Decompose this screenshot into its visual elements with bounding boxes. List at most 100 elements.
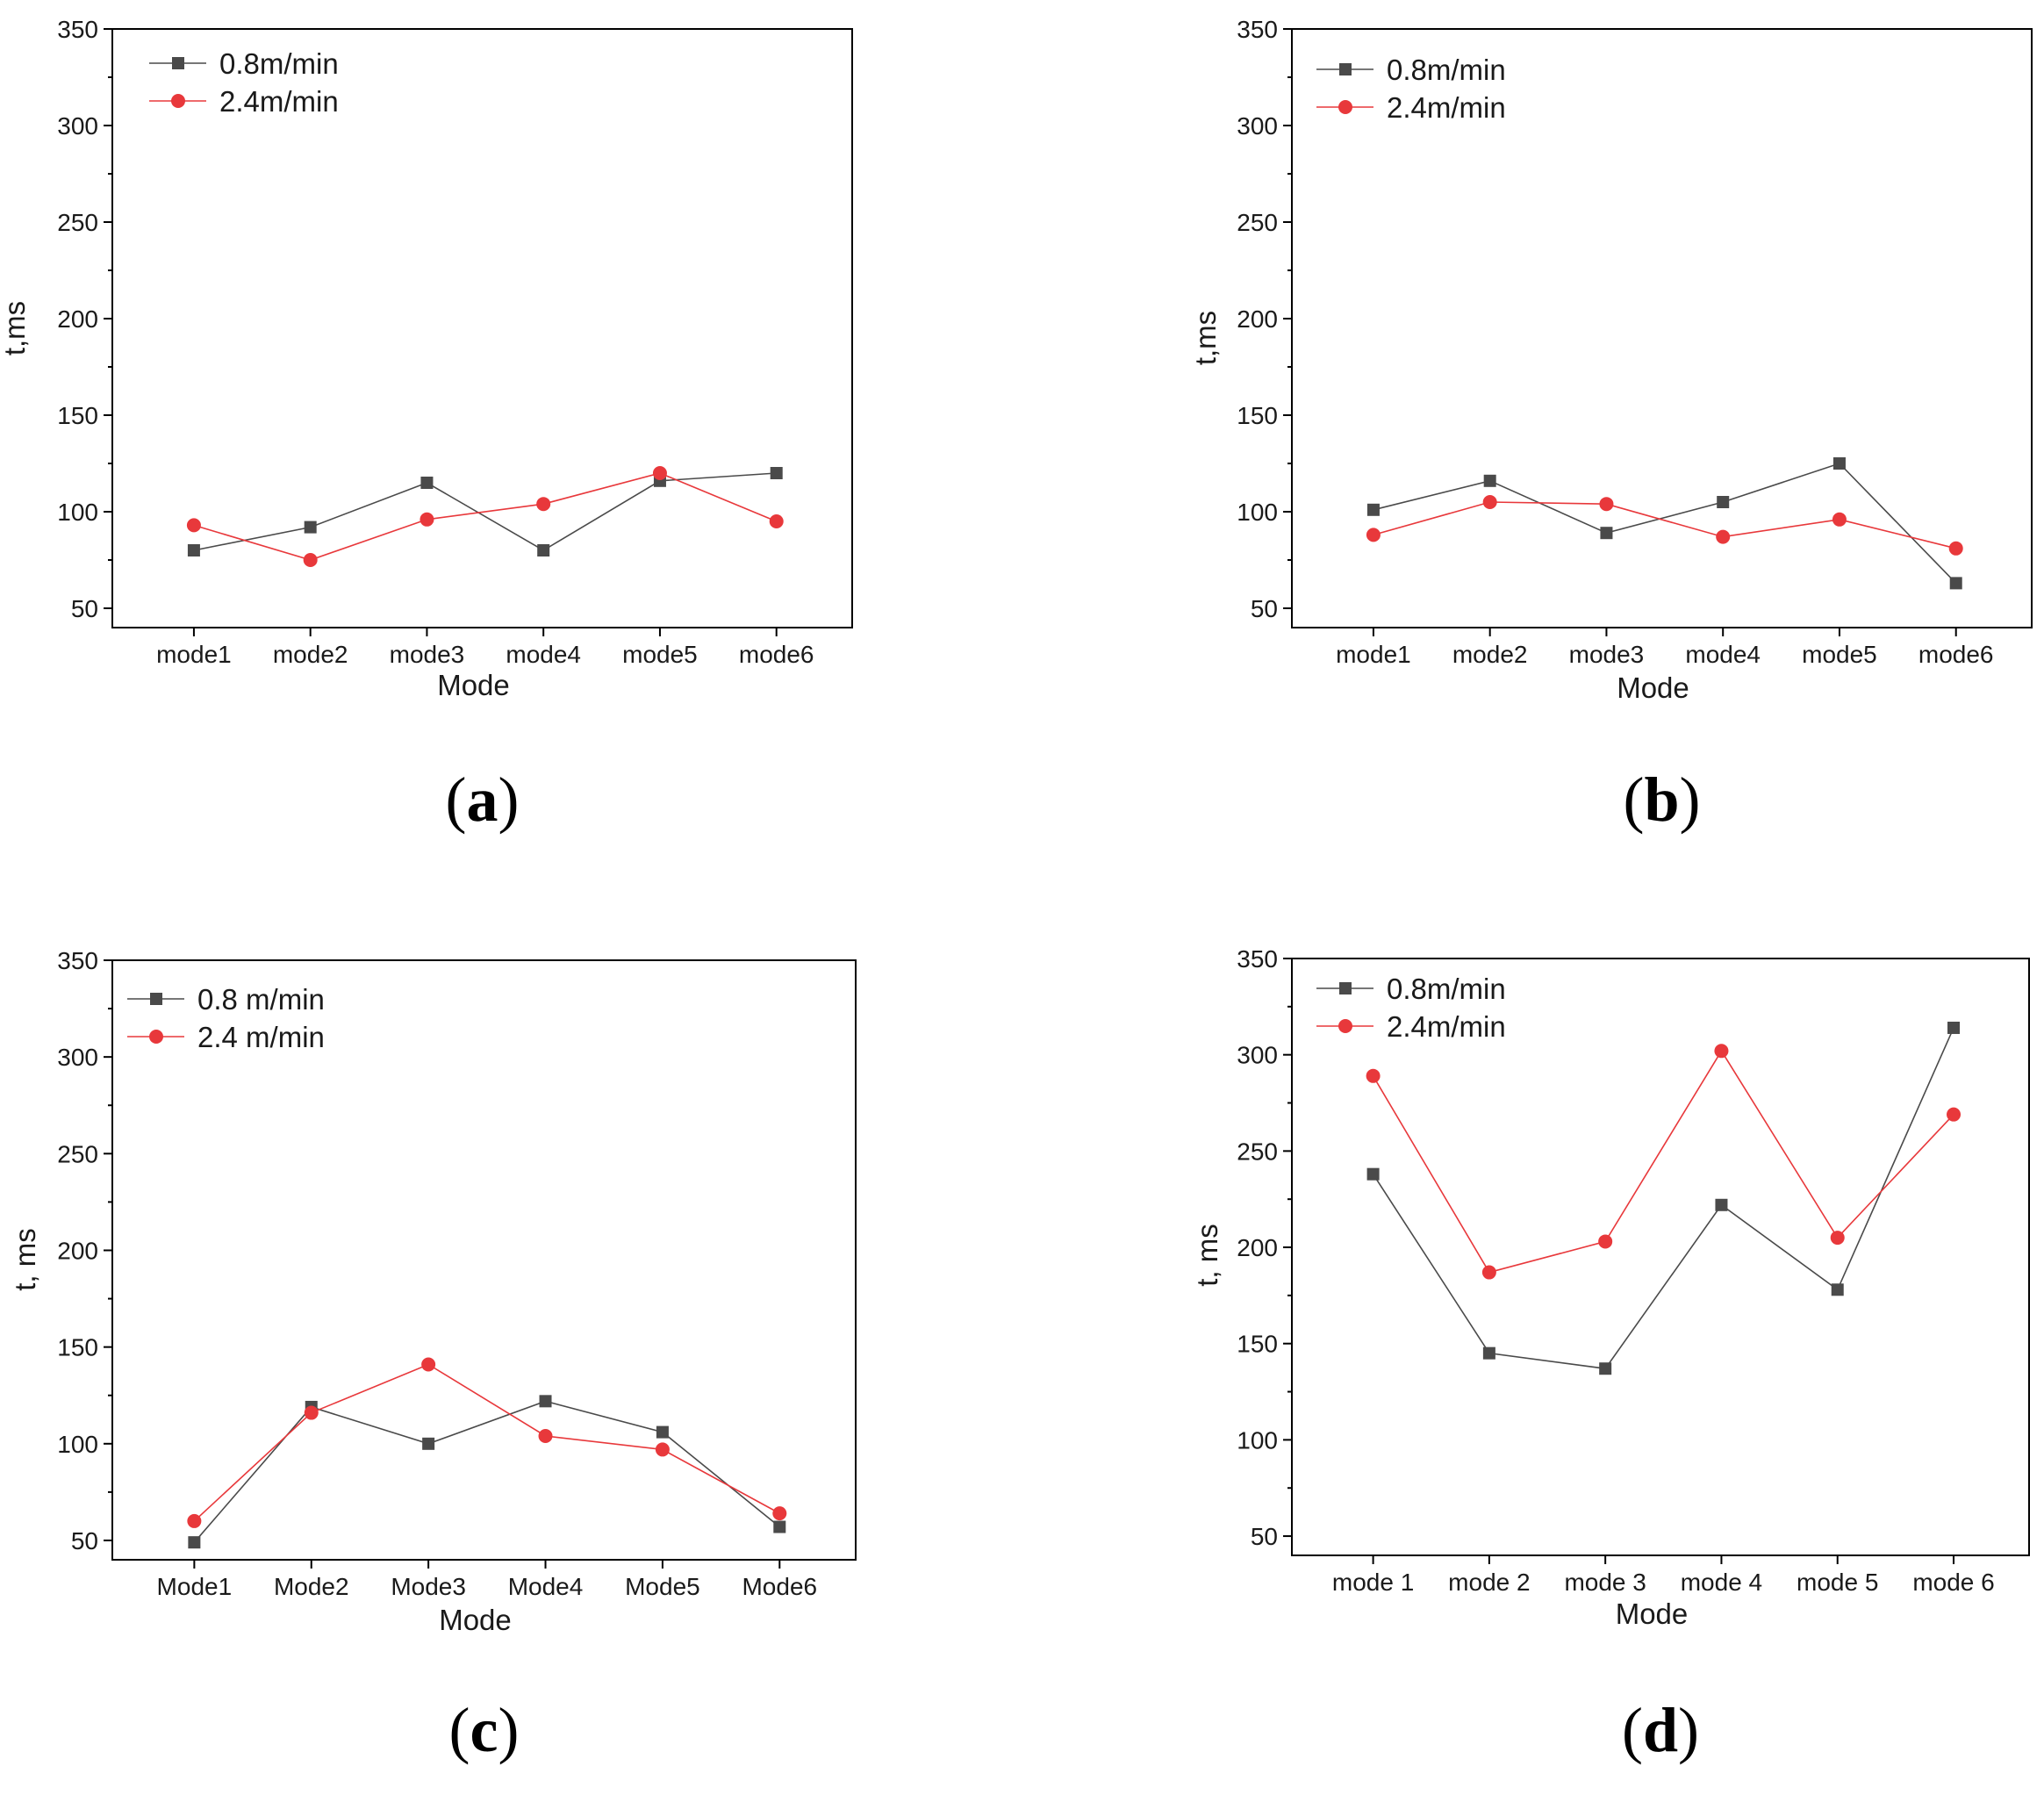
y-tick-label: 350 <box>1237 16 1278 43</box>
y-tick-label: 350 <box>57 947 98 974</box>
data-point-circle <box>1830 1231 1845 1246</box>
legend-label: 2.4m/min <box>219 85 339 118</box>
y-tick-label: 150 <box>57 1334 98 1361</box>
x-tick-label: mode 2 <box>1448 1569 1530 1596</box>
x-tick-label: mode 6 <box>1912 1569 1994 1596</box>
x-tick-label: Mode6 <box>742 1573 817 1600</box>
legend-label: 2.4m/min <box>1387 91 1506 124</box>
data-point-square <box>1483 474 1496 487</box>
x-tick-label: mode6 <box>739 641 814 668</box>
data-point-square <box>422 1437 435 1450</box>
panel-caption: (c) <box>449 1695 520 1765</box>
y-tick-label: 50 <box>1251 1523 1278 1550</box>
x-tick-label: Mode2 <box>274 1573 349 1600</box>
series-line-1 <box>193 472 777 551</box>
series-line-1 <box>1373 463 1957 584</box>
y-tick-label: 100 <box>57 1431 98 1458</box>
plot-frame <box>111 959 857 1561</box>
y-axis-title: t,ms <box>0 301 31 355</box>
y-tick-label: 200 <box>1237 1234 1278 1261</box>
y-tick-label: 100 <box>1237 1426 1278 1454</box>
x-tick-label: mode 5 <box>1797 1569 1878 1596</box>
data-point-circle <box>1714 1044 1729 1059</box>
data-point-circle <box>1947 1107 1962 1122</box>
legend-marker-circle <box>1338 1019 1352 1033</box>
series-line-1 <box>1372 1027 1954 1370</box>
y-tick-label: 300 <box>1237 112 1278 140</box>
data-point-circle <box>1599 497 1614 512</box>
data-point-circle <box>769 514 784 528</box>
x-tick-label: mode 1 <box>1332 1569 1414 1596</box>
y-tick-label: 200 <box>1237 305 1278 333</box>
data-point-square <box>1831 1283 1844 1296</box>
legend-marker-square <box>150 993 162 1005</box>
plot-frame <box>1291 28 2033 628</box>
data-point-square <box>1366 503 1380 516</box>
x-tick-label: mode 3 <box>1564 1569 1646 1596</box>
y-tick-label: 300 <box>57 112 98 140</box>
data-point-square <box>1366 1167 1380 1181</box>
legend-label: 0.8 m/min <box>197 983 325 1016</box>
legend-marker-circle <box>1338 100 1352 114</box>
y-tick-label: 350 <box>57 16 98 43</box>
legend-label: 2.4 m/min <box>197 1021 325 1053</box>
y-axis-title: t,ms <box>1189 311 1222 365</box>
series-line-1 <box>193 1400 780 1543</box>
series-line-2 <box>193 472 778 561</box>
x-tick-label: mode4 <box>1685 641 1761 668</box>
data-point-circle <box>772 1506 787 1521</box>
x-axis-title: Mode <box>439 1604 512 1636</box>
legend-label: 2.4m/min <box>1387 1010 1506 1043</box>
x-tick-label: mode3 <box>390 641 465 668</box>
data-point-circle <box>1482 495 1497 509</box>
y-tick-label: 250 <box>57 1140 98 1167</box>
legend-marker-square <box>1339 63 1352 75</box>
y-tick-label: 100 <box>1237 499 1278 526</box>
x-tick-label: mode6 <box>1918 641 1994 668</box>
chart-panel-b: 50 100 150 200 250 300 350 mode1 mode2 mode3 mode4… <box>1189 16 2033 835</box>
legend-label: 0.8m/min <box>1387 54 1506 86</box>
data-point-square <box>1599 1362 1612 1375</box>
y-tick-label: 300 <box>57 1044 98 1071</box>
data-point-circle <box>1948 541 1963 556</box>
data-point-circle <box>1366 528 1381 542</box>
x-tick-label: mode5 <box>622 641 698 668</box>
data-point-circle <box>1832 512 1847 527</box>
series-line-2 <box>1372 1049 1954 1274</box>
x-axis-title: Mode <box>437 669 510 701</box>
x-tick-label: Mode5 <box>625 1573 700 1600</box>
x-tick-label: Mode3 <box>391 1573 466 1600</box>
y-axis-title: t, ms <box>9 1228 41 1291</box>
x-axis-title: Mode <box>1617 671 1689 704</box>
data-point-square <box>1600 527 1613 540</box>
data-point-circle <box>536 497 551 512</box>
y-tick-label: 300 <box>1237 1042 1278 1069</box>
data-point-square <box>420 477 434 489</box>
x-tick-label: mode1 <box>156 641 232 668</box>
data-point-square <box>187 544 200 556</box>
y-tick-label: 200 <box>57 1237 98 1264</box>
y-tick-label: 250 <box>57 209 98 236</box>
data-point-square <box>1715 1198 1728 1211</box>
data-point-circle <box>1366 1068 1381 1083</box>
x-tick-label: Mode4 <box>508 1573 584 1600</box>
y-tick-label: 100 <box>57 499 98 526</box>
data-point-circle <box>1481 1265 1496 1280</box>
data-point-circle <box>1716 529 1731 544</box>
data-point-square <box>1717 496 1730 508</box>
data-point-circle <box>655 1442 670 1457</box>
y-tick-label: 50 <box>71 595 98 622</box>
x-tick-label: mode5 <box>1802 641 1877 668</box>
x-tick-label: mode4 <box>506 641 581 668</box>
y-tick-label: 150 <box>1237 402 1278 429</box>
chart-panel-c: 50 100 150 200 250 300 350 Mode1 Mode2 Mode3 Mode4… <box>9 947 857 1765</box>
x-tick-label: mode2 <box>273 641 348 668</box>
data-point-circle <box>420 512 434 527</box>
x-tick-label: mode1 <box>1336 641 1411 668</box>
data-point-square <box>539 1395 552 1408</box>
panel-caption: (b) <box>1623 765 1700 835</box>
data-point-circle <box>538 1428 553 1443</box>
y-tick-label: 150 <box>57 402 98 429</box>
chart-panel-a: 50 100 150 200 250 300 350 mode1 mode2 mode3 mode4… <box>0 16 853 835</box>
